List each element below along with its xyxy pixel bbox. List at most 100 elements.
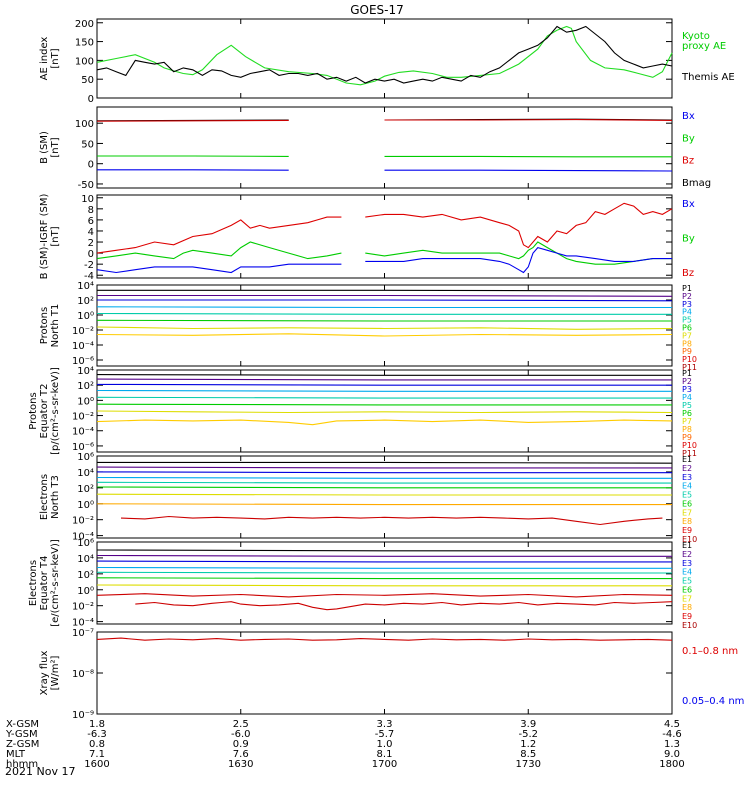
y-tick-label: 0 [88, 94, 94, 105]
legend-entry: E4 [682, 568, 692, 577]
y-tick-label: 6 [88, 216, 94, 227]
series-line-bx [365, 248, 672, 273]
x-axis-tick-value: 1730 [516, 759, 541, 770]
y-axis-label: Electrons [28, 560, 39, 606]
y-tick-label: 100 [75, 119, 94, 130]
legend-entry: 0.1–0.8 nm [682, 646, 738, 657]
y-axis-label: AE index [39, 37, 50, 81]
x-axis-tick-value: 1700 [372, 759, 397, 770]
legend-entry: E1 [682, 541, 692, 550]
y-tick-label: 10⁴ [77, 468, 94, 479]
panel-frame [97, 542, 672, 624]
y-tick-label: 10⁻² [72, 412, 94, 423]
legend-entry: E2 [682, 550, 692, 559]
y-tick-label: 8 [88, 205, 94, 216]
legend-entry: E9 [682, 612, 692, 621]
series-line-p2 [97, 379, 672, 380]
panel-frame [97, 19, 672, 98]
series-line-e8 [97, 504, 672, 505]
y-tick-label: 10⁰ [77, 586, 94, 597]
series-line-e1 [97, 462, 672, 463]
y-axis-label: [nT] [50, 226, 61, 246]
series-line-0-1-0-8-nm [97, 638, 672, 640]
series-line-bz [385, 120, 673, 121]
series-line-p8 [97, 420, 672, 425]
y-tick-label: -50 [78, 180, 94, 191]
legend-entry: E1 [682, 455, 692, 464]
y-tick-label: 10⁴ [77, 281, 94, 292]
y-tick-label: -2 [84, 260, 94, 271]
legend-entry: E3 [682, 559, 692, 568]
y-tick-label: 4 [88, 227, 94, 238]
series-line-e6 [97, 578, 672, 579]
plot-title: GOES-17 [350, 3, 404, 17]
series-line-e2 [97, 467, 672, 468]
series-line-e3 [97, 561, 672, 562]
y-tick-label: 10⁰ [77, 311, 94, 322]
panel-frame [97, 370, 672, 452]
y-axis-label: North T1 [50, 304, 61, 348]
series-line-p8 [97, 334, 672, 336]
legend-entry: E2 [682, 464, 692, 473]
series-line-p3 [97, 384, 672, 385]
legend-entry: Bmag [682, 178, 711, 189]
legend-entry: E8 [682, 603, 692, 612]
series-line-e1 [97, 550, 672, 551]
series-line-bx [385, 170, 673, 171]
series-line-p7 [97, 327, 672, 329]
y-axis-label: Xray flux [39, 651, 50, 696]
y-tick-label: 10⁶ [77, 452, 94, 463]
y-axis-label: Equator T2 [39, 384, 50, 439]
legend-entry: proxy AE [682, 41, 726, 52]
series-line-p7 [97, 411, 672, 413]
series-line-e6 [97, 487, 672, 488]
y-tick-label: 10⁻² [72, 602, 94, 613]
series-line-p1 [97, 290, 672, 291]
series-line-p6 [97, 404, 672, 405]
legend-entry: By [682, 133, 695, 144]
y-tick-label: 10⁰ [77, 396, 94, 407]
series-line-e7 [97, 494, 672, 495]
legend-entry: E6 [682, 585, 692, 594]
y-tick-label: 10⁻² [72, 516, 94, 527]
y-tick-label: 10⁻⁴ [72, 427, 94, 438]
legend-entry: E3 [682, 473, 692, 482]
series-line-e5 [97, 572, 672, 573]
y-tick-label: 10² [77, 484, 94, 495]
panel-frame [97, 632, 672, 714]
series-line-e9 [135, 602, 672, 610]
y-axis-label: B (SM) [39, 131, 50, 164]
panel-frame [97, 285, 672, 366]
legend-entry: Bx [682, 111, 695, 122]
legend-entry: E6 [682, 499, 692, 508]
series-line-p4 [97, 391, 672, 392]
legend-entry: E5 [682, 577, 692, 586]
x-axis-block: X-GSMY-GSMZ-GSMMLThhmm1.8-6.30.87.116002… [5, 719, 685, 770]
legend-entry: 0.05–0.4 nm [682, 696, 744, 707]
y-tick-label: 10⁴ [77, 554, 94, 565]
legend-entry: E5 [682, 491, 692, 500]
x-axis-tick-value: 1630 [228, 759, 253, 770]
series-line-kyoto-proxy-ae [97, 27, 672, 85]
legend-entry: E7 [682, 508, 692, 517]
y-tick-label: 10² [77, 381, 94, 392]
legend-entry: E9 [682, 526, 692, 535]
series-line-e7 [97, 585, 672, 586]
series-line-p3 [97, 300, 672, 301]
y-axis-label: [nT] [50, 48, 61, 68]
legend-entry: Themis AE [681, 72, 735, 83]
y-axis-label: [nT] [50, 137, 61, 157]
legend-entry: Bz [682, 268, 694, 279]
x-axis-tick-value: 1600 [84, 759, 109, 770]
y-tick-label: 10⁻² [72, 326, 94, 337]
y-axis-label: Protons [28, 392, 39, 429]
series-line-p4 [97, 307, 672, 308]
y-tick-label: 50 [81, 139, 94, 150]
series-line-e4 [97, 478, 672, 479]
